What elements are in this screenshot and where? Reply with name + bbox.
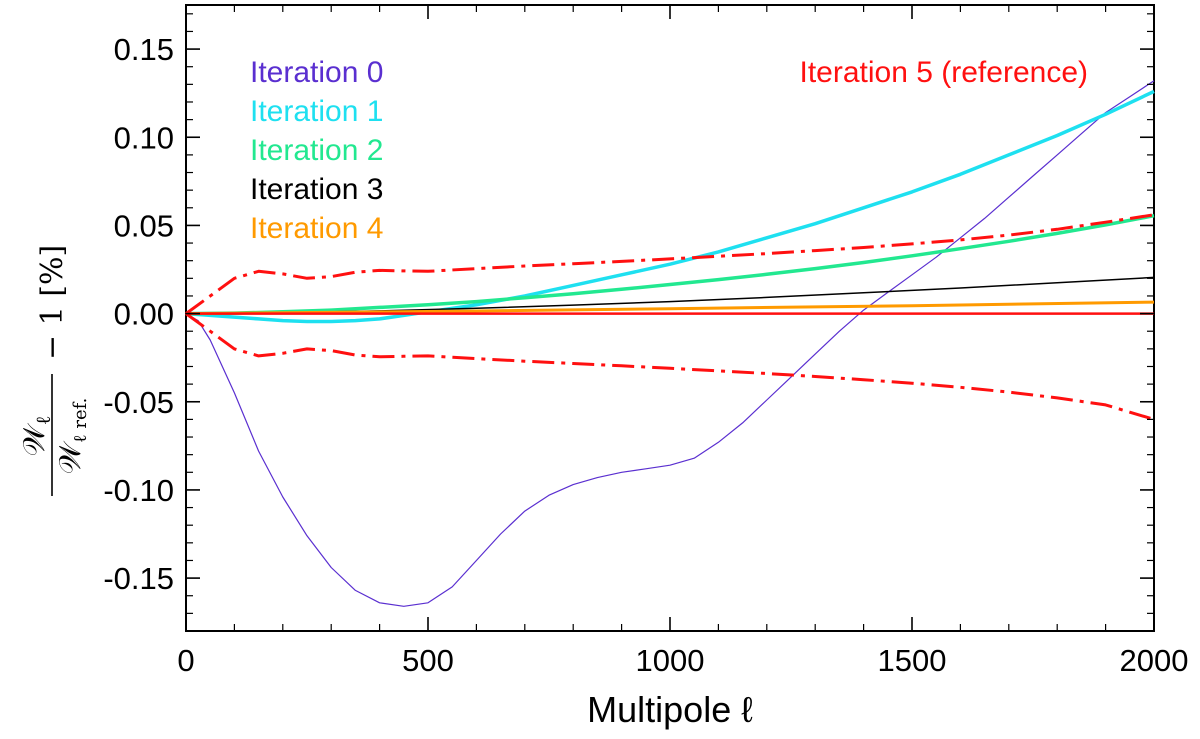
series-line-2: [185, 213, 1155, 316]
y-title-suffix: − 1 [%]: [35, 245, 70, 360]
ticks-layer: 0 500 1000 1500 2000 -0.15 -0.10 -0.05 0.00 0.05 0…: [103, 5, 1188, 678]
x-axis-title: Multipole ℓ: [587, 689, 753, 730]
legend-entry-4: Iteration 4: [250, 212, 383, 245]
x-tick-label: 500: [402, 643, 454, 678]
y-axis-title: 𝒲ℓ 𝒲ℓ ref. − 1 [%]: [17, 245, 91, 496]
legend-entry-reference: Iteration 5 (reference): [800, 56, 1088, 89]
y-title-numerator: 𝒲ℓ: [17, 415, 55, 456]
y-title-numerator-sub: ℓ: [31, 415, 55, 425]
y-tick-label: 0.15: [114, 32, 174, 67]
x-tick-label: 1500: [878, 643, 947, 678]
y-tick-label: -0.15: [103, 561, 174, 596]
series-line-4: [185, 300, 1155, 316]
legend: Iteration 0 Iteration 1 Iteration 2 Iterati…: [250, 56, 1088, 245]
series-line-1: [185, 89, 1155, 324]
legend-entry-1: Iteration 1: [250, 95, 383, 128]
y-tick-label: -0.10: [103, 473, 174, 508]
series-line-0: [185, 80, 1155, 607]
legend-entry-0: Iteration 0: [250, 56, 383, 89]
y-tick-label: -0.05: [103, 385, 174, 420]
legend-entry-2: Iteration 2: [250, 134, 383, 167]
series-line-6: [185, 213, 1155, 315]
x-tick-label: 0: [177, 643, 194, 678]
legend-entry-3: Iteration 3: [250, 173, 383, 206]
y-title-denominator: 𝒲ℓ ref.: [53, 398, 91, 475]
x-tick-label: 1000: [636, 643, 705, 678]
y-title-numerator-symbol: 𝒲: [17, 423, 52, 457]
y-title-denominator-sub: ℓ ref.: [70, 398, 91, 443]
x-tick-label: 2000: [1120, 643, 1189, 678]
y-tick-label: 0.00: [114, 297, 174, 332]
y-title-denominator-symbol: 𝒲: [53, 440, 88, 474]
y-tick-label: 0.05: [114, 208, 174, 243]
series-line-7: [185, 312, 1155, 421]
series-layer: [185, 80, 1155, 607]
y-tick-label: 0.10: [114, 120, 174, 155]
